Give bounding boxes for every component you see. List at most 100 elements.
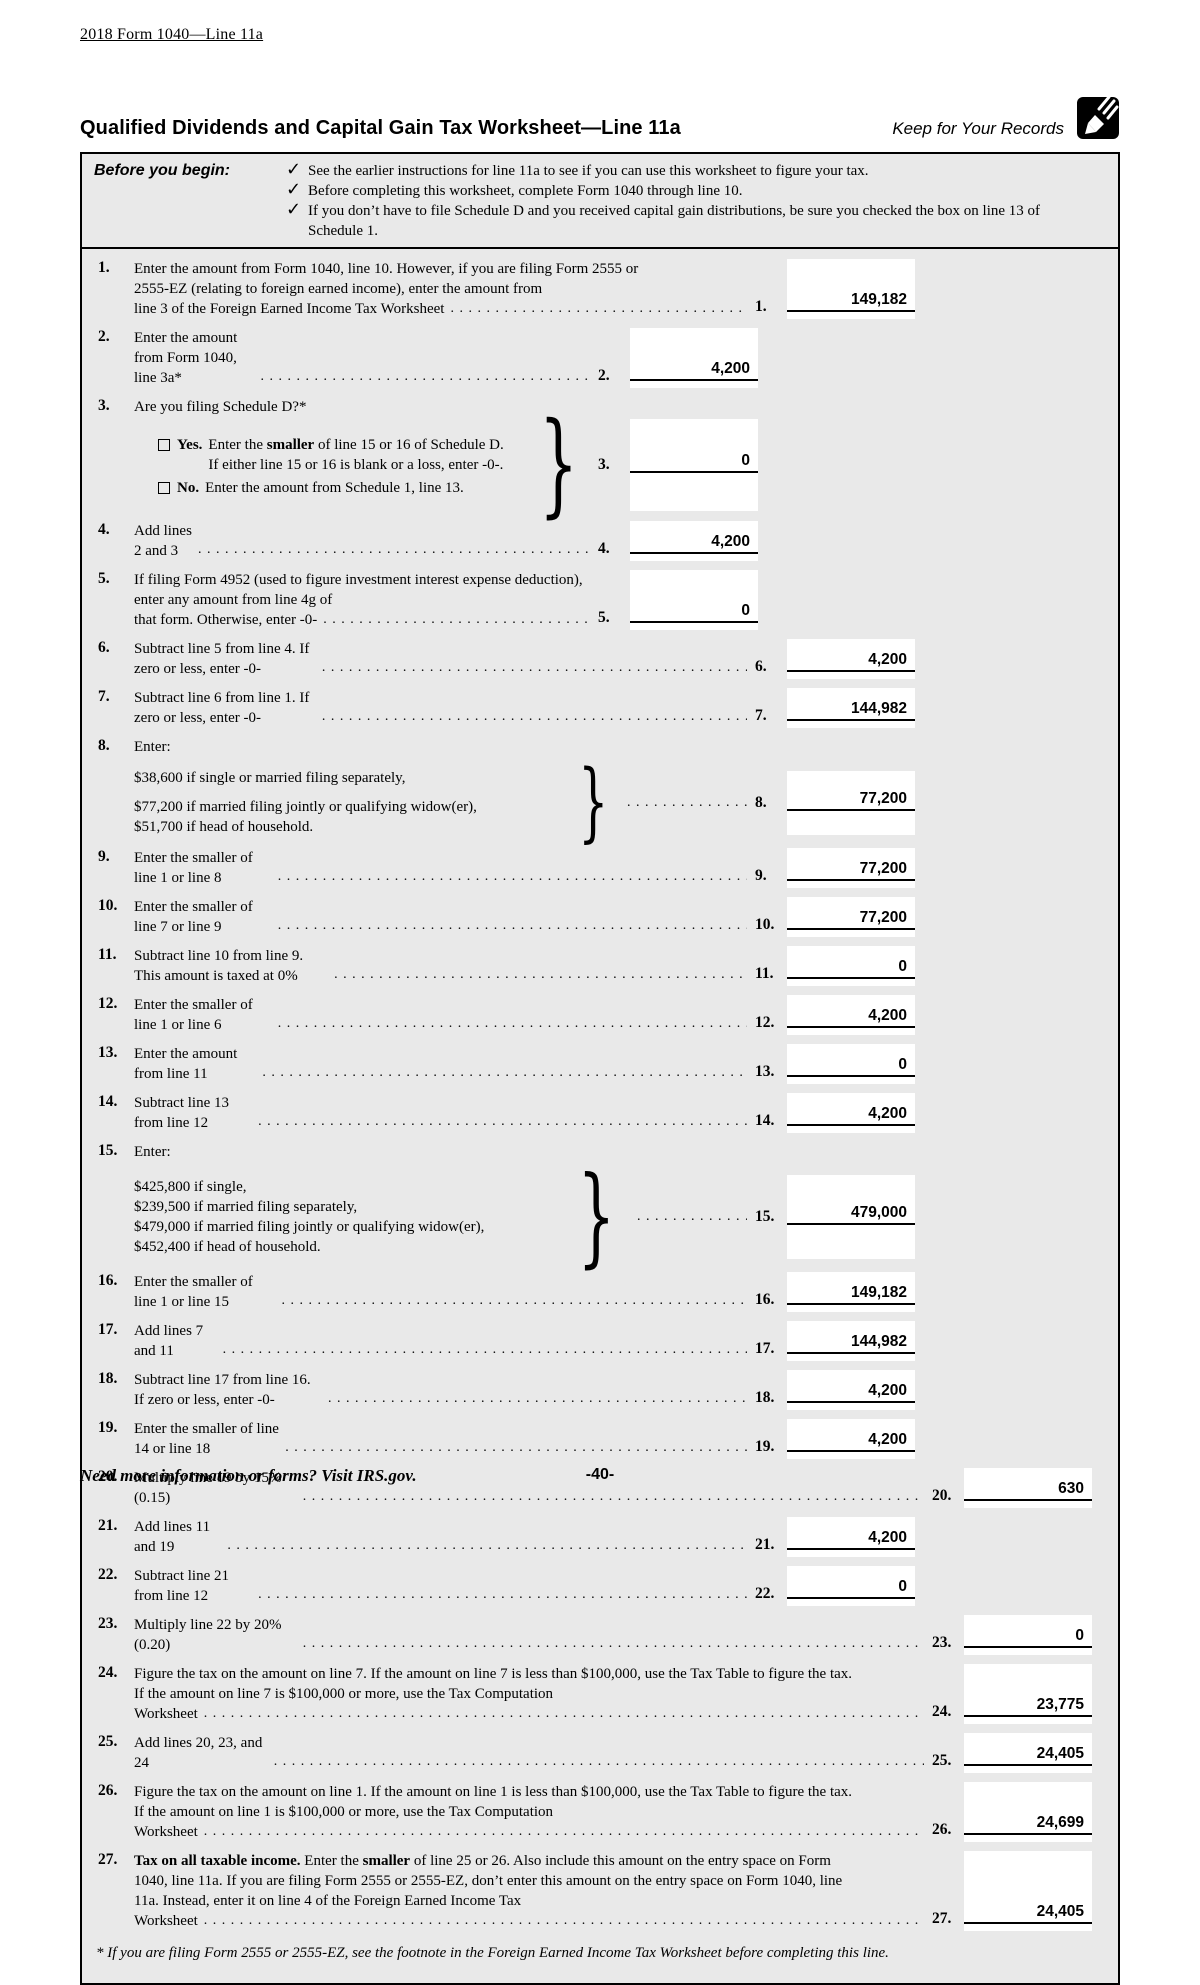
amount-value: 0 [787,1054,915,1078]
worksheet-line-17: 17. Add lines 7 and 11 17. 144,982 [82,1321,1118,1362]
worksheet-line-1: 1. Enter the amount from Form 1040, line… [82,259,1118,319]
amount-entry-26[interactable]: 24,699 [964,1782,1092,1843]
amount-value: 24,405 [964,1901,1092,1925]
dot-leader [258,1587,747,1603]
dot-leader [328,1391,747,1407]
worksheet-line-24: 24. Figure the tax on the amount on line… [82,1664,1118,1725]
entry-label: 21. [755,1536,775,1554]
amount-entry-19[interactable]: 4,200 [787,1419,915,1460]
dot-leader [260,369,590,385]
line-number: 11. [98,946,117,964]
dot-leader [204,1913,924,1929]
worksheet-line-25: 25. Add lines 20, 23, and 24 25. 24,405 [82,1733,1118,1774]
checkbox-no-icon[interactable] [158,481,170,494]
amount-entry-6[interactable]: 4,200 [787,639,915,680]
line-number: 18. [98,1370,118,1388]
entry-label: 8. [755,793,767,811]
amount-value: 4,200 [630,358,758,381]
dot-leader [285,1440,747,1456]
line-text: Add lines 2 and 3 [134,523,192,560]
worksheet-line-27: 27. Tax on all taxable income. Enter the… [82,1851,1118,1932]
worksheet-line-7: 7. Subtract line 6 from line 1. If zero … [82,688,1118,729]
line-text: Figure the tax on the amount on line 7. … [134,1666,853,1703]
amount-value: 0 [964,1625,1092,1649]
amount-value: 4,200 [630,531,758,555]
amount-entry-1[interactable]: 149,182 [787,259,915,319]
before-you-begin-section: Before you begin: ✓ See the earlier inst… [82,154,1118,249]
dot-leader [278,918,747,934]
line-text-tail: Worksheet [134,1706,198,1723]
checklist-item: ✓ See the earlier instructions for line … [286,159,1108,181]
amount-entry-25[interactable]: 24,405 [964,1733,1092,1774]
amount-entry-22[interactable]: 0 [787,1566,915,1607]
amount-entry-7[interactable]: 144,982 [787,688,915,729]
amount-entry-8[interactable]: 77,200 [787,770,915,835]
page-footer: Need more information or forms? Visit IR… [80,1466,1120,1486]
threshold-option: $452,400 if head of household. [134,1239,321,1256]
amount-entry-2[interactable]: 4,200 [630,328,758,388]
line-number: 6. [98,639,110,657]
checkmark-icon: ✓ [286,159,302,180]
amount-entry-11[interactable]: 0 [787,946,915,987]
line-number: 26. [98,1782,118,1800]
line-text: Subtract line 5 from line 4. If zero or … [134,641,310,678]
title-row: Qualified Dividends and Capital Gain Tax… [80,94,1120,140]
line-text: Subtract line 21 from line 12 [134,1568,229,1605]
amount-entry-27[interactable]: 24,405 [964,1851,1092,1932]
line-number: 15. [98,1142,118,1160]
amount-entry-17[interactable]: 144,982 [787,1321,915,1362]
amount-entry-15[interactable]: 479,000 [787,1175,915,1260]
line-text: Enter the smaller of line 1 or line 8 [134,850,253,887]
amount-entry-24[interactable]: 23,775 [964,1664,1092,1725]
amount-value: 23,775 [964,1694,1092,1718]
amount-entry-21[interactable]: 4,200 [787,1517,915,1558]
line-number: 12. [98,995,118,1013]
worksheet-lines: 1. Enter the amount from Form 1040, line… [82,249,1118,1983]
checkbox-yes-icon[interactable] [158,438,170,451]
amount-entry-10[interactable]: 77,200 [787,897,915,938]
amount-entry-23[interactable]: 0 [964,1615,1092,1656]
amount-entry-4[interactable]: 4,200 [630,521,758,562]
worksheet-line-19: 19. Enter the smaller of line 14 or line… [82,1419,1118,1460]
line-number: 13. [98,1044,118,1062]
line-number: 8. [98,737,110,755]
yes-label: Yes. [177,436,203,453]
amount-value: 4,200 [787,1429,915,1453]
amount-value: 0 [787,1576,915,1600]
no-label: No. [177,479,200,496]
worksheet-line-13: 13. Enter the amount from line 11 13. 0 [82,1044,1118,1085]
dot-leader [303,1636,924,1652]
line-number: 25. [98,1733,118,1751]
before-you-begin-label: Before you begin: [94,162,231,179]
entry-label: 15. [755,1208,775,1226]
amount-entry-9[interactable]: 77,200 [787,848,915,889]
entry-label: 20. [932,1487,952,1505]
entry-label: 9. [755,867,767,885]
amount-entry-5[interactable]: 0 [630,570,758,631]
threshold-option: $38,600 if single or married filing sepa… [134,770,406,787]
checklist-item-text: See the earlier instructions for line 11… [308,163,869,179]
checkmark-icon: ✓ [286,179,302,200]
entry-label: 13. [755,1063,775,1081]
line-text: If filing Form 4952 (used to figure inve… [134,572,583,609]
before-you-begin-items: ✓ See the earlier instructions for line … [286,159,1108,241]
line-number: 5. [98,570,110,588]
line-text: Add lines 7 and 11 [134,1323,204,1360]
amount-entry-12[interactable]: 4,200 [787,995,915,1036]
entry-label: 6. [755,658,767,676]
dot-leader [278,869,747,885]
amount-entry-14[interactable]: 4,200 [787,1093,915,1134]
amount-entry-18[interactable]: 4,200 [787,1370,915,1411]
amount-entry-13[interactable]: 0 [787,1044,915,1085]
worksheet-line-18: 18. Subtract line 17 from line 16. If ze… [82,1370,1118,1411]
amount-entry-16[interactable]: 149,182 [787,1272,915,1313]
checkmark-icon: ✓ [286,199,302,220]
amount-entry-20[interactable]: 630 [964,1468,1092,1509]
entry-label: 22. [755,1585,775,1603]
dot-leader [303,1489,924,1505]
dot-leader [223,1342,747,1358]
brace-decoration [539,417,578,512]
amount-entry-3[interactable]: 0 [630,418,758,511]
line-text: Multiply line 19 by 15% (0.15) [134,1470,282,1507]
dot-leader [627,795,747,811]
